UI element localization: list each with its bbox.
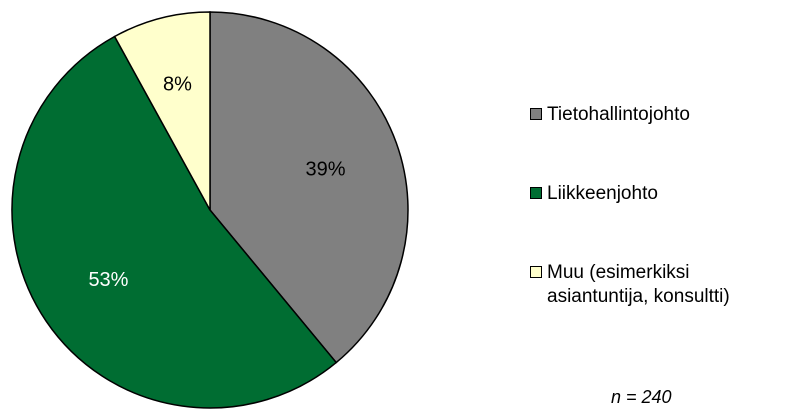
- pie-slice-muu: [113, 11, 211, 211]
- sample-size-note: n = 240: [611, 387, 672, 407]
- legend-label-tietohallintojohto: Tietohallintojohto: [547, 104, 690, 125]
- legend-item-liikkeenjohto: Liikkeenjohto: [530, 182, 658, 206]
- legend-swatch-muu: [530, 266, 542, 278]
- pie-slice-tietohallintojohto: [209, 11, 409, 364]
- pie-chart: 39% 53% 8%: [11, 11, 409, 409]
- data-label-tietohallintojohto: 39%: [305, 158, 345, 180]
- legend-label-liikkeenjohto: Liikkeenjohto: [547, 183, 658, 204]
- legend-label-muu: Muu (esimerkiksi asiantuntija, konsultti…: [547, 262, 730, 307]
- data-label-liikkeenjohto: 53%: [88, 269, 128, 291]
- legend-item-tietohallintojohto: Tietohallintojohto: [530, 103, 690, 127]
- legend-item-muu: Muu (esimerkiksi asiantuntija, konsultti…: [530, 261, 730, 309]
- data-label-muu: 8%: [163, 73, 192, 95]
- legend-swatch-liikkeenjohto: [530, 187, 542, 199]
- pie-slice-liikkeenjohto: [11, 35, 338, 409]
- legend-swatch-tietohallintojohto: [530, 108, 542, 120]
